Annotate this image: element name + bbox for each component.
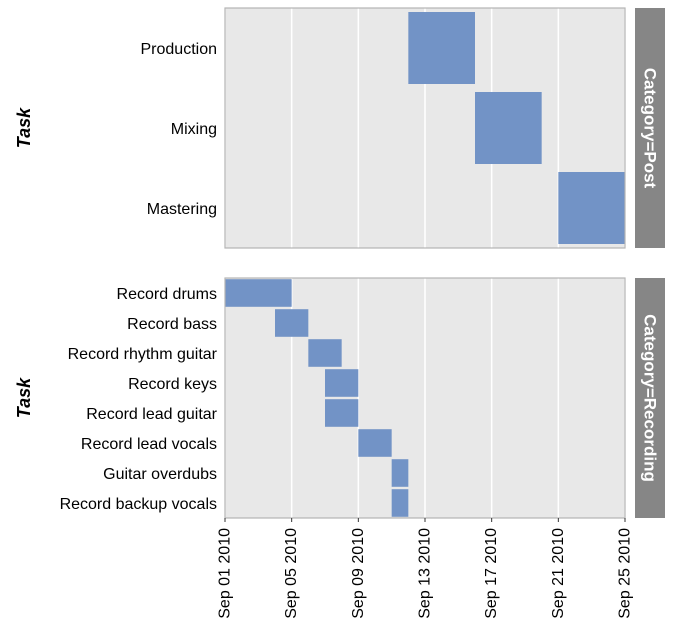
task-label: Record backup vocals xyxy=(60,496,217,513)
gantt-bar xyxy=(475,92,542,164)
task-label: Record keys xyxy=(128,376,217,393)
gantt-bar xyxy=(391,459,409,487)
task-label: Mixing xyxy=(171,121,217,138)
y-axis-title: Task xyxy=(14,107,34,148)
task-label: Record bass xyxy=(127,316,217,333)
facet-strip-label: Category=Recording xyxy=(641,314,660,482)
task-label: Production xyxy=(141,41,218,58)
x-axis: Sep 01 2010 Sep 05 2010 Sep 09 2010 Sep 13 … xyxy=(217,518,634,619)
x-tick-label: Sep 17 2010 xyxy=(483,528,500,619)
task-label: Mastering xyxy=(147,201,217,218)
gantt-bar xyxy=(391,489,409,517)
gantt-bar xyxy=(408,12,475,84)
facet-panel-0: Production Mixing Mastering Category=Post Ta… xyxy=(14,7,665,249)
gantt-bar xyxy=(308,339,342,367)
gantt-bar xyxy=(358,429,392,457)
panel-border xyxy=(224,7,626,249)
facet-strip xyxy=(635,278,665,518)
gantt-bar xyxy=(225,279,292,307)
facet-strip-label: Category=Post xyxy=(641,68,660,189)
task-label: Guitar overdubs xyxy=(103,466,217,483)
x-tick-label: Sep 09 2010 xyxy=(350,528,367,619)
x-tick-label: Sep 05 2010 xyxy=(283,528,300,619)
y-axis-title: Task xyxy=(14,377,34,418)
x-tick-label: Sep 01 2010 xyxy=(217,528,234,619)
x-tick-label: Sep 13 2010 xyxy=(417,528,434,619)
task-label: Record lead vocals xyxy=(81,436,217,453)
task-label: Record lead guitar xyxy=(86,406,217,423)
gantt-bar xyxy=(325,399,359,427)
facet-panel-1: Record drums Record bass Record rhythm gui… xyxy=(14,277,665,519)
x-tick-label: Sep 25 2010 xyxy=(617,528,634,619)
gantt-bar xyxy=(325,369,359,397)
gantt-bar xyxy=(558,172,625,244)
task-label: Record drums xyxy=(117,286,217,303)
facet-strip xyxy=(635,8,665,248)
task-label: Record rhythm guitar xyxy=(68,346,218,363)
gantt-bar xyxy=(275,309,309,337)
x-tick-label: Sep 21 2010 xyxy=(550,528,567,619)
